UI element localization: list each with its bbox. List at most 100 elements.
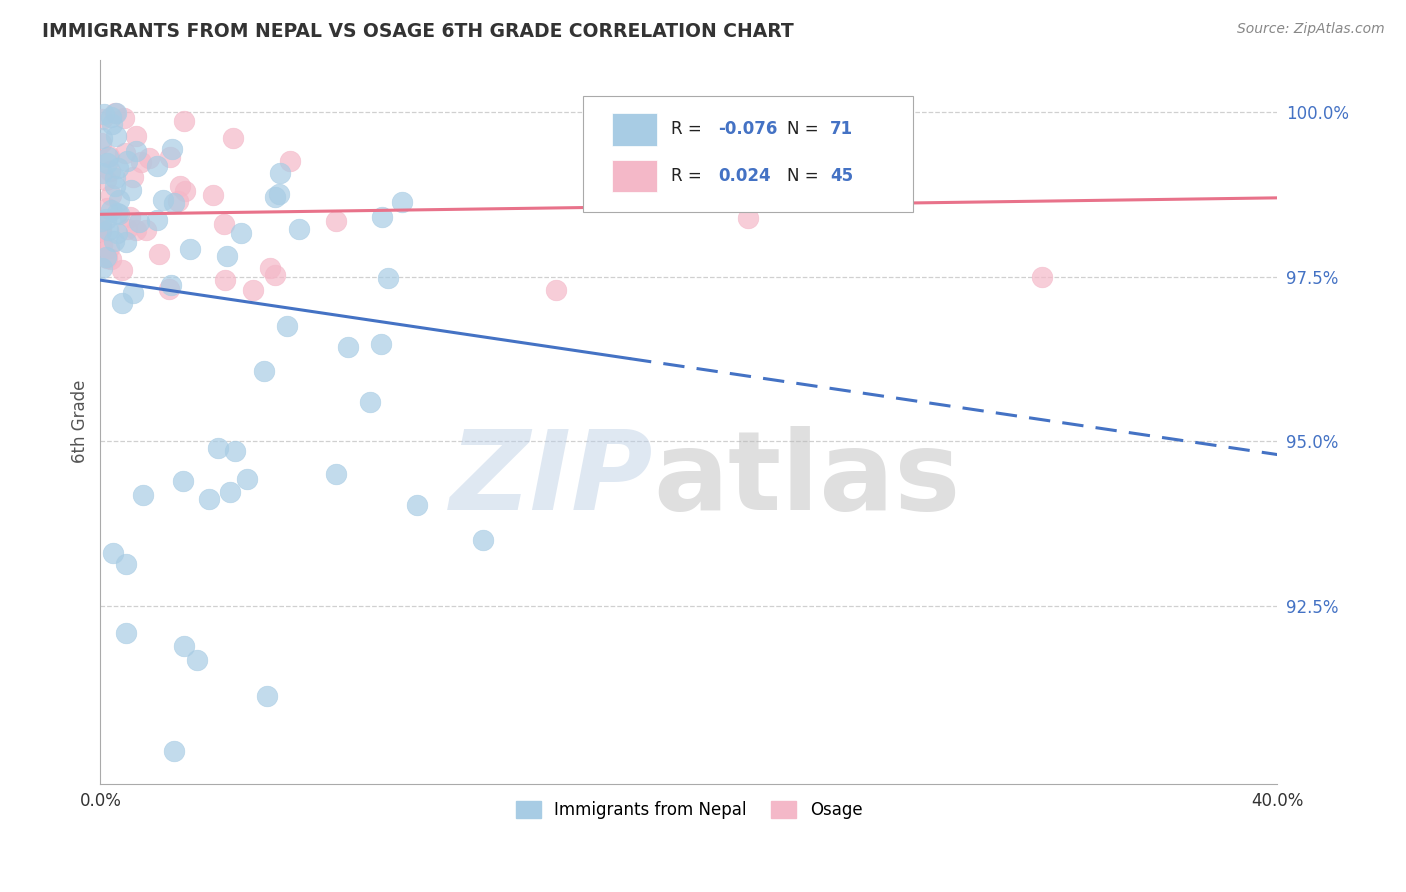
Point	[198, 491, 221, 506]
Text: 0.024: 0.024	[718, 167, 770, 185]
Point	[93, 107, 115, 121]
Point	[96, 201, 118, 215]
Point	[90, 224, 112, 238]
Point	[215, 249, 238, 263]
Point	[100, 110, 122, 124]
Point	[1031, 269, 1053, 284]
Legend: Immigrants from Nepal, Osage: Immigrants from Nepal, Osage	[509, 795, 869, 826]
Point	[370, 337, 392, 351]
Point	[259, 261, 281, 276]
Point	[160, 142, 183, 156]
Point	[122, 285, 145, 300]
Point	[264, 268, 287, 283]
Point	[146, 159, 169, 173]
Point	[214, 273, 236, 287]
Point	[112, 111, 135, 125]
Point	[276, 318, 298, 333]
Point	[391, 194, 413, 209]
Point	[97, 223, 120, 237]
Point	[105, 105, 128, 120]
Point	[222, 131, 245, 145]
Point	[163, 744, 186, 758]
Point	[90, 223, 112, 237]
Point	[174, 184, 197, 198]
Text: Source: ZipAtlas.com: Source: ZipAtlas.com	[1237, 22, 1385, 37]
Point	[104, 128, 127, 143]
Point	[120, 210, 142, 224]
Text: ZIP: ZIP	[450, 426, 654, 533]
Point	[105, 205, 128, 219]
Point	[546, 283, 568, 297]
Point	[163, 196, 186, 211]
FancyBboxPatch shape	[583, 95, 912, 211]
Point	[253, 364, 276, 378]
Point	[103, 106, 125, 120]
Point	[359, 394, 381, 409]
Point	[160, 277, 183, 292]
Point	[267, 186, 290, 201]
Point	[94, 173, 117, 187]
Point	[90, 214, 112, 228]
Point	[94, 250, 117, 264]
Point	[471, 533, 494, 548]
Point	[132, 488, 155, 502]
Text: 71: 71	[830, 120, 853, 138]
Point	[101, 546, 124, 560]
Text: R =: R =	[671, 167, 713, 185]
Text: -0.076: -0.076	[718, 120, 778, 138]
Point	[236, 472, 259, 486]
Point	[146, 212, 169, 227]
Text: N =: N =	[786, 120, 824, 138]
Point	[229, 227, 252, 241]
Point	[152, 193, 174, 207]
Point	[91, 166, 114, 180]
Point	[148, 247, 170, 261]
Point	[115, 235, 138, 249]
Point	[737, 211, 759, 225]
Point	[108, 193, 131, 207]
Point	[173, 639, 195, 653]
Bar	[613, 113, 657, 145]
Point	[159, 150, 181, 164]
Point	[278, 154, 301, 169]
Point	[100, 117, 122, 131]
Point	[115, 625, 138, 640]
Point	[107, 207, 129, 221]
Point	[207, 441, 229, 455]
Point	[90, 136, 112, 150]
Point	[100, 163, 122, 178]
Point	[96, 156, 118, 170]
Point	[111, 296, 134, 310]
Point	[325, 214, 347, 228]
Point	[129, 155, 152, 169]
Point	[115, 221, 138, 235]
Point	[90, 218, 112, 232]
Text: R =: R =	[671, 120, 707, 138]
Point	[406, 498, 429, 512]
Point	[263, 190, 285, 204]
Point	[125, 129, 148, 144]
Point	[224, 444, 246, 458]
Point	[377, 271, 399, 285]
Y-axis label: 6th Grade: 6th Grade	[72, 380, 89, 463]
Point	[325, 467, 347, 482]
Text: IMMIGRANTS FROM NEPAL VS OSAGE 6TH GRADE CORRELATION CHART: IMMIGRANTS FROM NEPAL VS OSAGE 6TH GRADE…	[42, 22, 794, 41]
Point	[125, 145, 148, 159]
Text: 45: 45	[830, 167, 853, 185]
Point	[96, 251, 118, 265]
Point	[242, 283, 264, 297]
Point	[97, 150, 120, 164]
Point	[138, 151, 160, 165]
Point	[103, 170, 125, 185]
Point	[201, 187, 224, 202]
Point	[115, 154, 138, 169]
Point	[105, 227, 128, 241]
Point	[111, 263, 134, 277]
Point	[337, 340, 360, 354]
Point	[179, 242, 201, 256]
Point	[91, 260, 114, 275]
Point	[288, 222, 311, 236]
Point	[169, 179, 191, 194]
Point	[157, 281, 180, 295]
Point	[100, 202, 122, 217]
